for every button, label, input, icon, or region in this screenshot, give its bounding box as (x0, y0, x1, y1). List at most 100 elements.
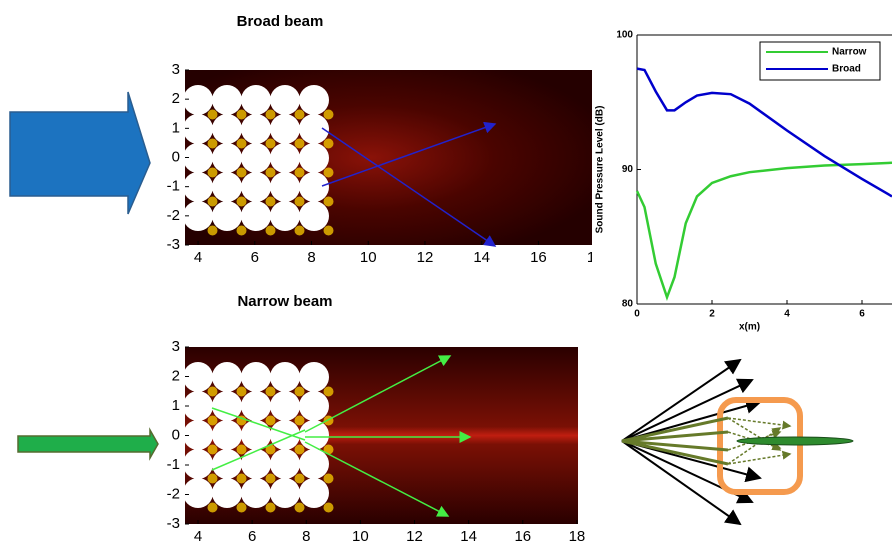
scatterer (241, 420, 271, 450)
blue-arrow (9, 91, 151, 215)
glow-spot (265, 386, 276, 397)
scatterer (299, 201, 329, 231)
scatterer (212, 362, 242, 392)
x-tick-label: 14 (473, 249, 490, 266)
glow-spot (236, 225, 247, 236)
y-tick-label: -2 (167, 207, 180, 224)
glow-spot (207, 444, 218, 455)
scatterer (299, 362, 329, 392)
y-tick-label: 1 (172, 397, 180, 414)
x-tick-label: 8 (302, 528, 310, 543)
glow-spot (207, 386, 218, 397)
glow-spot (265, 444, 276, 455)
glow-spot (207, 225, 218, 236)
glow-spot (294, 167, 305, 178)
scatterer (183, 143, 213, 173)
x-tick-label: 10 (352, 528, 369, 543)
scatterer (212, 420, 242, 450)
glow-spot (265, 473, 276, 484)
glow-spot (323, 502, 334, 513)
y-tick-label: 1 (172, 119, 180, 136)
scatterer (212, 478, 242, 508)
scatterer (299, 114, 329, 144)
legend-label: Narrow (832, 47, 867, 58)
scatterer (299, 391, 329, 421)
scatterer (270, 362, 300, 392)
x-tick-label: 12 (406, 528, 423, 543)
scatterer (270, 143, 300, 173)
scatterer (270, 391, 300, 421)
scatterer (241, 172, 271, 202)
y-tick-label: 2 (172, 367, 180, 384)
glow-spot (236, 473, 247, 484)
glow-spot (236, 196, 247, 207)
scatterer (212, 201, 242, 231)
y-tick-label: 80 (622, 299, 634, 310)
glow-spot (294, 138, 305, 149)
scatterer (183, 201, 213, 231)
glow-spot (323, 225, 334, 236)
y-tick-label: 3 (172, 338, 180, 355)
scatterer (183, 478, 213, 508)
glow-spot (207, 109, 218, 120)
glow-spot (236, 167, 247, 178)
scatterer (270, 420, 300, 450)
scatterer (299, 143, 329, 173)
glow-spot (323, 109, 334, 120)
scatterer (241, 85, 271, 115)
x-tick-label: 0 (634, 309, 640, 320)
glow-spot (236, 138, 247, 149)
glow-spot (207, 415, 218, 426)
scatterer (212, 143, 242, 173)
scatterer (299, 478, 329, 508)
y-tick-label: 100 (616, 30, 633, 41)
x-tick-label: 2 (709, 309, 715, 320)
scatterer (212, 391, 242, 421)
beam-arrows (321, 121, 497, 247)
glow-spot (323, 386, 334, 397)
y-tick-label: 0 (172, 148, 180, 165)
scatterer (270, 172, 300, 202)
x-tick-label: 18 (569, 528, 586, 543)
y-tick-label: 2 (172, 90, 180, 107)
glow-spot (207, 196, 218, 207)
scatterer (241, 201, 271, 231)
scatterer (299, 420, 329, 450)
glow-spot (323, 444, 334, 455)
glow-spot (265, 138, 276, 149)
scatterer (212, 114, 242, 144)
x-axis-label: x(m) (739, 322, 760, 333)
scatterer (212, 172, 242, 202)
glow-spot (236, 502, 247, 513)
y-tick-label: -1 (167, 178, 180, 195)
x-tick-label: 4 (194, 249, 202, 266)
scatterer (299, 449, 329, 479)
scatterer (241, 391, 271, 421)
scatterer (241, 114, 271, 144)
panel-title: Narrow beam (237, 293, 332, 310)
legend-label: Broad (832, 64, 861, 75)
x-tick-label: 10 (360, 249, 377, 266)
glow-spot (207, 167, 218, 178)
glow-spot (294, 444, 305, 455)
glow-spot (294, 473, 305, 484)
x-tick-label: 18 (587, 249, 604, 266)
narrow-beam-arrows (211, 355, 472, 517)
glow-spot (294, 415, 305, 426)
scatterer (183, 420, 213, 450)
scatterer (212, 85, 242, 115)
glow-spot (265, 196, 276, 207)
glow-spot (294, 502, 305, 513)
glow-spot (265, 415, 276, 426)
y-tick-label: 90 (622, 164, 634, 175)
series-line (635, 161, 892, 302)
scatterer (183, 172, 213, 202)
scatterer (270, 114, 300, 144)
glow-spot (294, 196, 305, 207)
glow-spot (265, 225, 276, 236)
scatterer (270, 201, 300, 231)
x-tick-label: 8 (307, 249, 315, 266)
